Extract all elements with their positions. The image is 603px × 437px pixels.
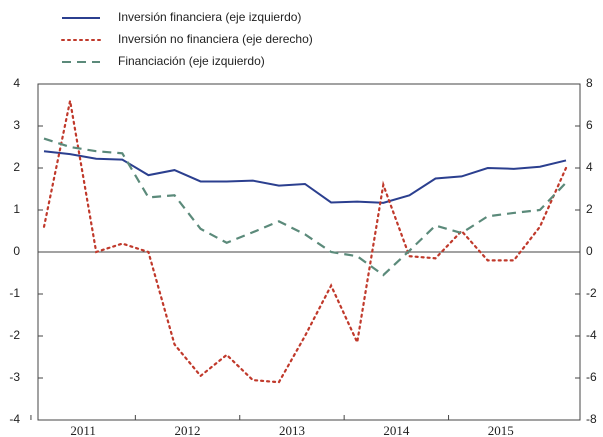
y-tick-label: -3 [9,370,20,384]
y-tick-label: 1 [13,202,20,216]
y-tick-label: 2 [13,160,20,174]
y2-tick-label: -2 [586,286,597,300]
y-tick-label: -2 [9,328,20,342]
y2-tick-label: 4 [586,160,593,174]
y2-tick-label: -8 [586,412,597,426]
legend-label: Inversión no financiera (eje derecho) [118,32,313,46]
legend-label: Inversión financiera (eje izquierdo) [118,10,301,24]
series-line [43,150,567,204]
y2-tick-label: 8 [586,76,593,90]
x-tick-label: 2012 [175,423,201,437]
x-tick-label: 2014 [383,423,410,437]
y-tick-label: 3 [13,118,20,132]
y-tick-label: 4 [13,76,20,90]
y2-tick-label: 6 [586,118,593,132]
y2-tick-label: -4 [586,328,597,342]
y2-tick-label: 0 [586,244,593,258]
x-tick-label: 2013 [279,423,305,437]
series-line [42,100,568,384]
y-tick-label: 0 [13,244,20,258]
series-line [43,137,567,277]
x-tick-label: 2015 [488,423,514,437]
y2-tick-label: -6 [586,370,597,384]
y2-tick-label: 2 [586,202,593,216]
y-tick-label: -1 [9,286,20,300]
legend-label: Financiación (eje izquierdo) [118,54,265,68]
x-tick-label: 2011 [70,423,96,437]
y-tick-label: -4 [9,412,20,426]
